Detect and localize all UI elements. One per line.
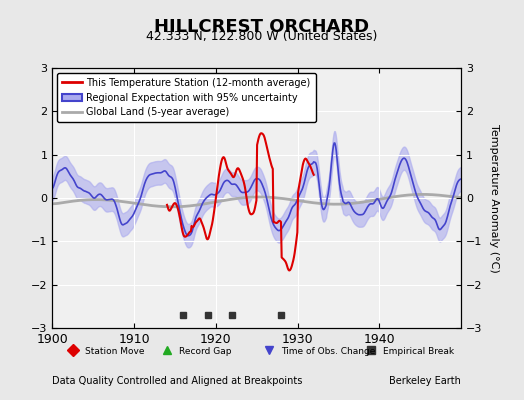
Text: Time of Obs. Change: Time of Obs. Change: [281, 346, 376, 356]
Text: Station Move: Station Move: [85, 346, 145, 356]
Y-axis label: Temperature Anomaly (°C): Temperature Anomaly (°C): [489, 124, 499, 272]
Text: Berkeley Earth: Berkeley Earth: [389, 376, 461, 386]
Legend: This Temperature Station (12-month average), Regional Expectation with 95% uncer: This Temperature Station (12-month avera…: [57, 73, 315, 122]
Text: Data Quality Controlled and Aligned at Breakpoints: Data Quality Controlled and Aligned at B…: [52, 376, 303, 386]
Text: Record Gap: Record Gap: [179, 346, 232, 356]
Text: HILLCREST ORCHARD: HILLCREST ORCHARD: [155, 18, 369, 36]
Text: Empirical Break: Empirical Break: [384, 346, 455, 356]
Text: 42.333 N, 122.800 W (United States): 42.333 N, 122.800 W (United States): [146, 30, 378, 43]
